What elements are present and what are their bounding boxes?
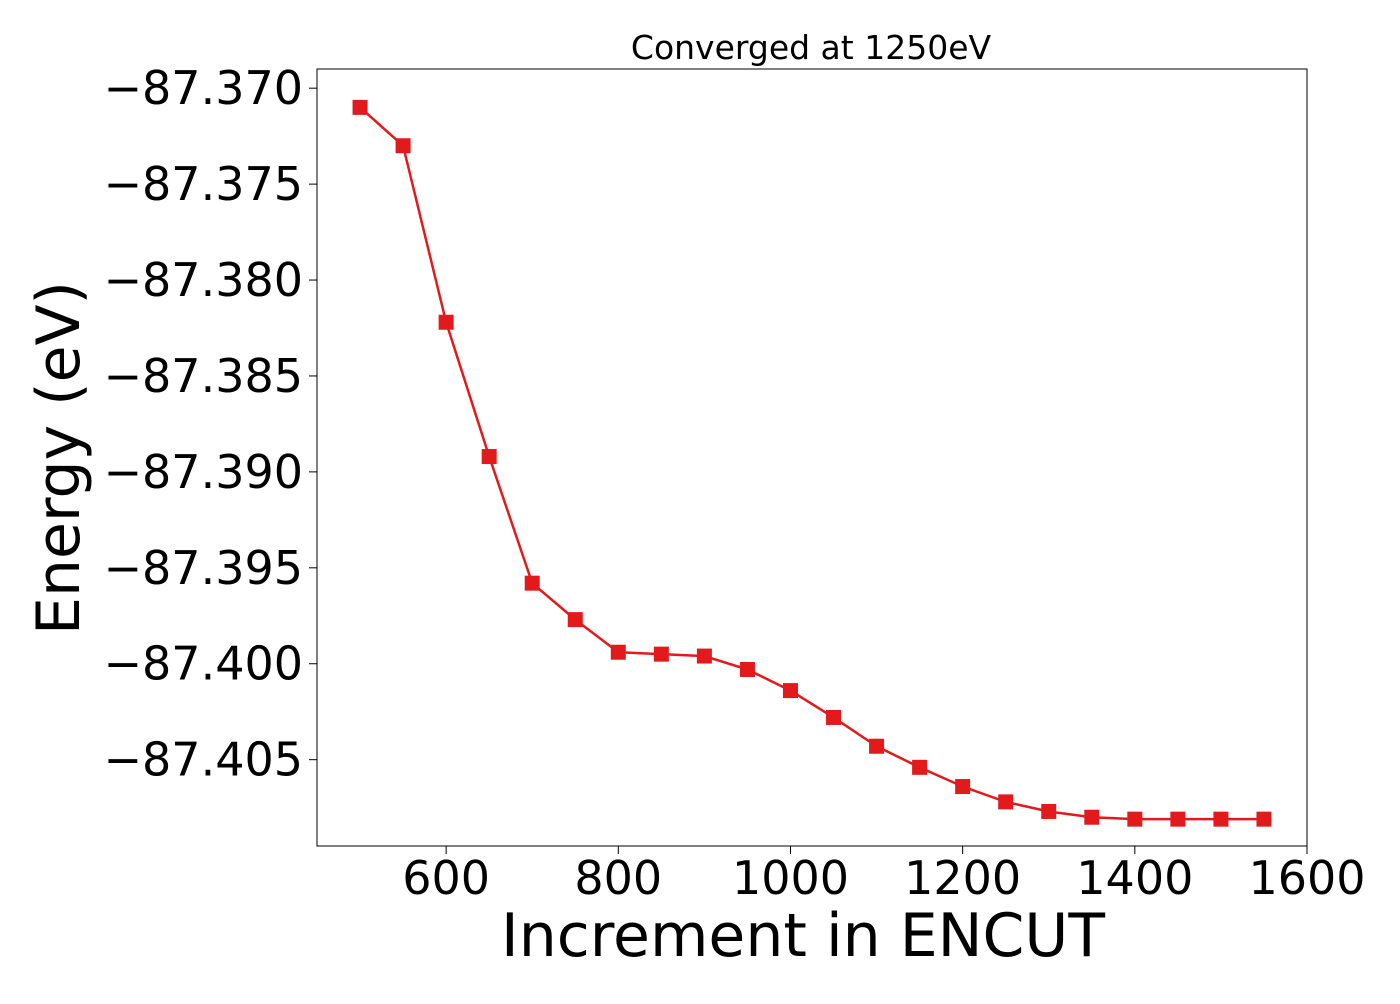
data-point-marker	[955, 779, 971, 795]
y-tick-label: −87.390	[104, 445, 304, 499]
data-point-marker	[869, 738, 885, 754]
y-tick-label: −87.400	[104, 637, 304, 691]
data-point-marker	[1127, 811, 1143, 827]
y-tick-label: −87.405	[104, 733, 304, 787]
y-tick-label: −87.370	[104, 61, 304, 115]
data-point-marker	[1084, 809, 1100, 825]
data-point-marker	[912, 759, 928, 775]
y-tick-label: −87.375	[104, 157, 304, 211]
x-axis-ticks: 600 800 1000 1200 1400 1600	[402, 846, 1366, 905]
data-point-marker	[395, 138, 411, 154]
y-axis-ticks: −87.370 −87.375 −87.380 −87.385 −87.390 −87.3…	[104, 61, 317, 787]
x-tick-label: 800	[574, 851, 662, 905]
data-point-marker	[567, 612, 583, 628]
x-axis-title: Increment in ENCUT	[501, 901, 1105, 971]
data-point-marker	[998, 794, 1014, 810]
data-point-marker	[782, 683, 798, 699]
data-point-marker	[524, 575, 540, 591]
chart-title: Converged at 1250eV	[631, 28, 992, 67]
data-point-marker	[653, 646, 669, 662]
y-tick-label: −87.395	[104, 541, 304, 595]
x-tick-label: 1200	[904, 851, 1021, 905]
data-point-marker	[438, 314, 454, 330]
data-point-marker	[610, 644, 626, 660]
y-tick-label: −87.380	[104, 253, 304, 307]
x-tick-label: 1000	[732, 851, 849, 905]
data-point-marker	[352, 99, 368, 115]
y-tick-label: −87.385	[104, 349, 304, 403]
plot-area-frame	[316, 68, 1308, 847]
data-point-marker	[739, 661, 755, 677]
x-tick-label: 600	[402, 851, 490, 905]
data-point-marker	[696, 648, 712, 664]
series-line	[359, 106, 1264, 821]
data-point-marker	[1213, 811, 1229, 827]
data-point-marker	[826, 709, 842, 725]
data-point-marker	[1170, 811, 1186, 827]
x-tick-label: 1400	[1076, 851, 1193, 905]
data-point-marker	[1041, 803, 1057, 819]
data-point-marker	[481, 449, 497, 465]
y-axis-title: Energy (eV)	[24, 281, 94, 635]
data-point-marker	[1256, 811, 1272, 827]
series-layer	[352, 99, 1272, 827]
x-tick-label: 1600	[1248, 851, 1365, 905]
